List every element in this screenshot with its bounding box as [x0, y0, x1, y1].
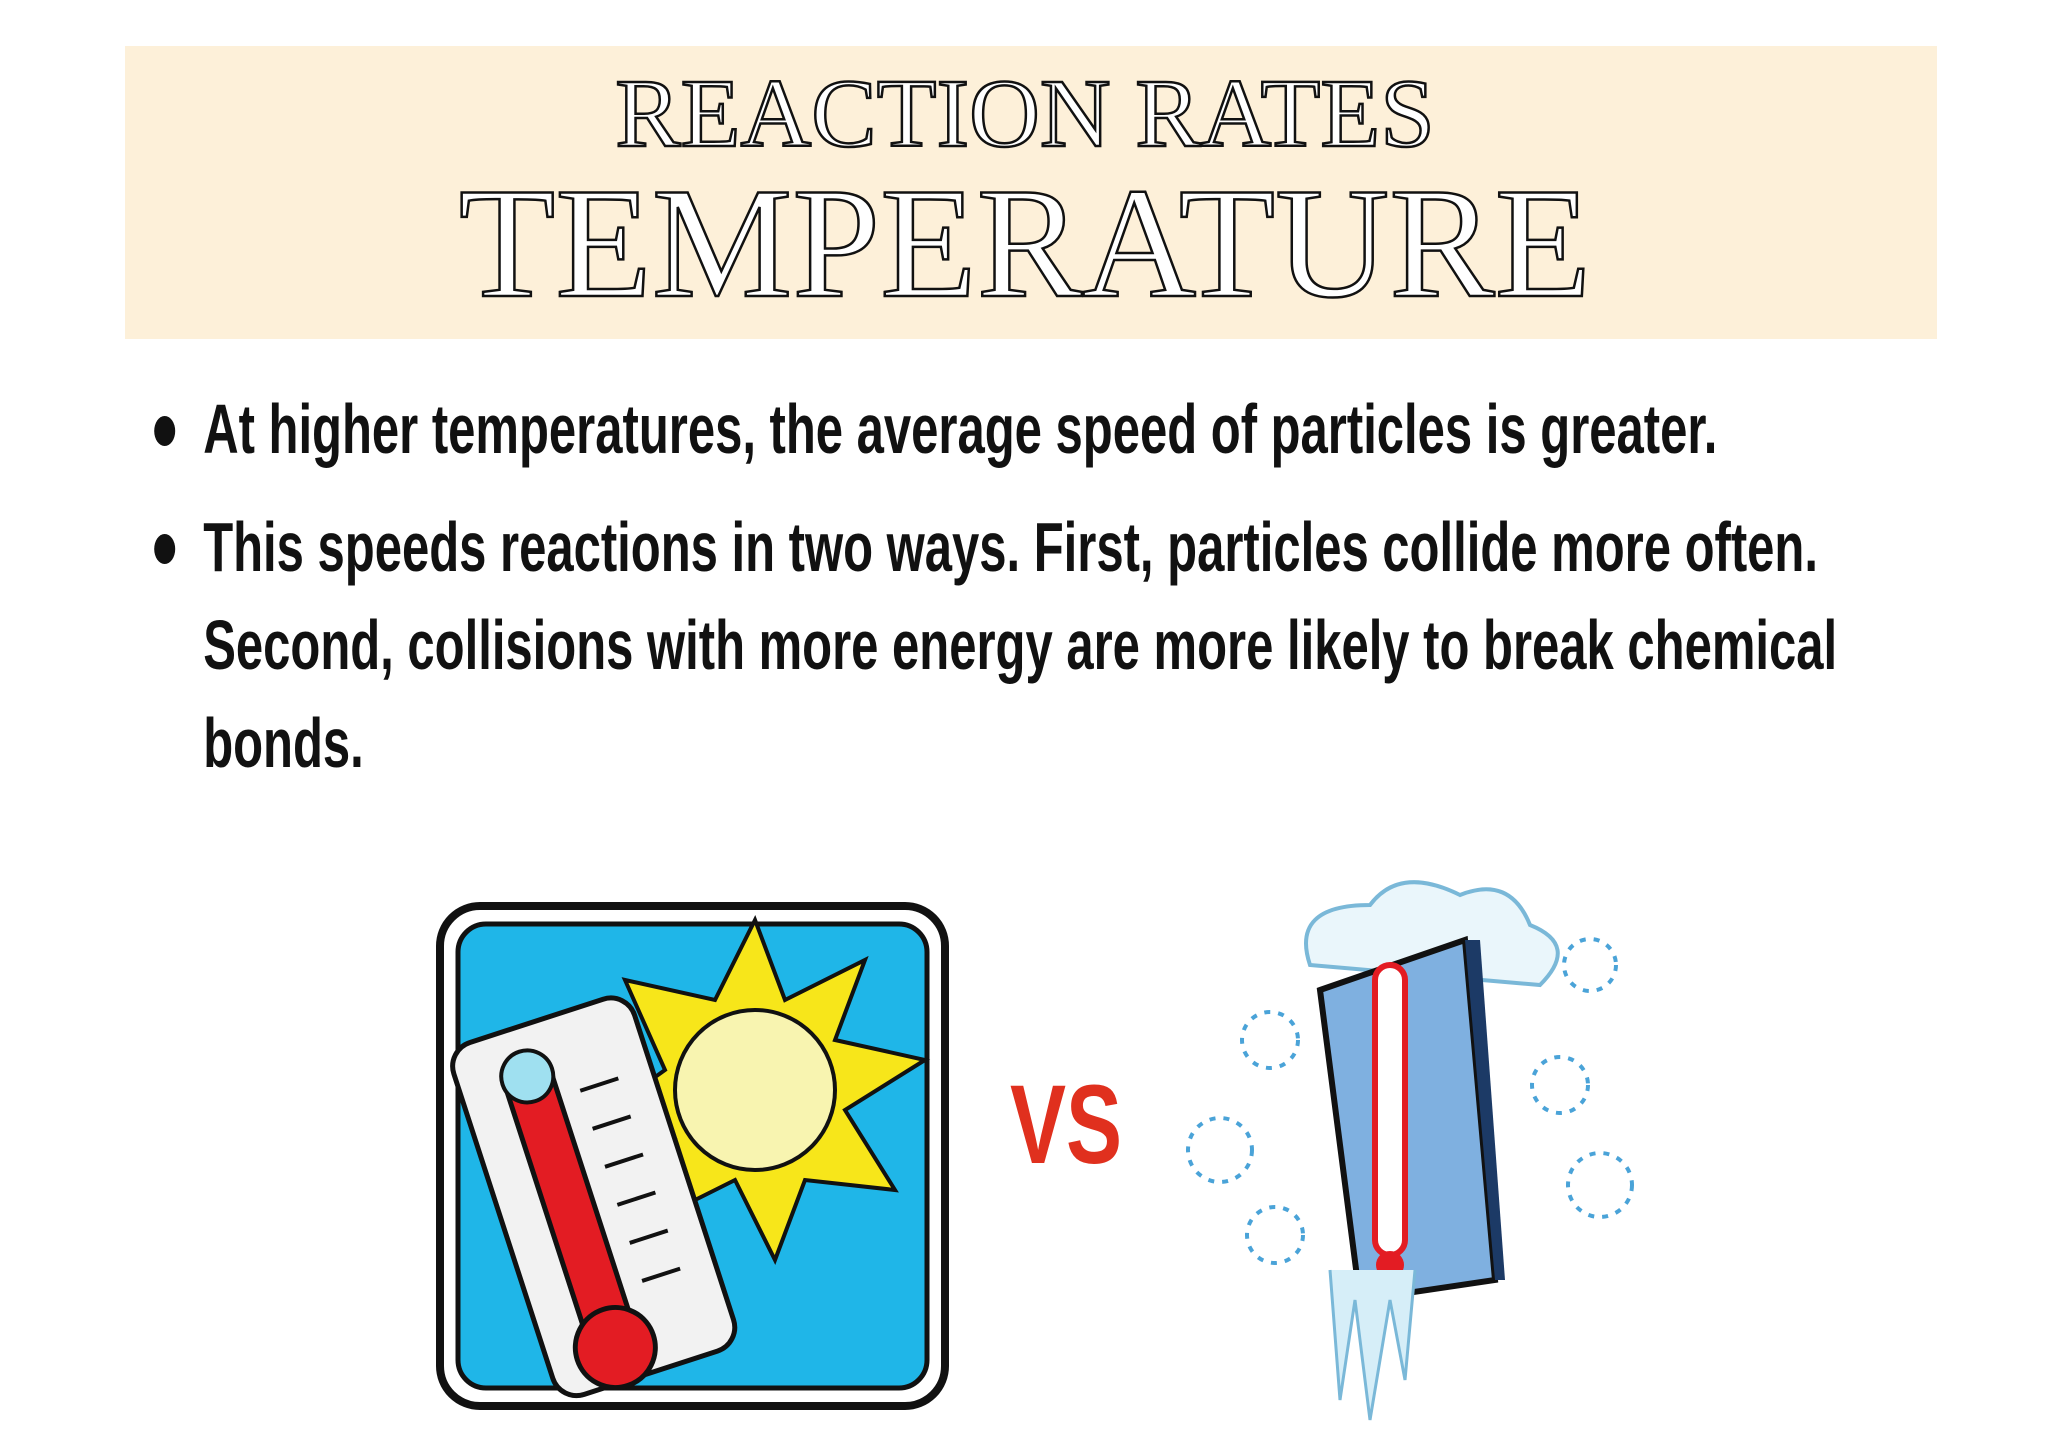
- bullet-list: At higher temperatures, the average spee…: [150, 380, 1872, 812]
- bullet: At higher temperatures, the average spee…: [150, 380, 1872, 478]
- comparison-label: VS: [1010, 1062, 1123, 1187]
- cold-illustration: [1186, 880, 1634, 1421]
- slide-title: REACTION RATES: [615, 60, 1434, 168]
- hot-illustration: [436, 902, 949, 1410]
- header-text: REACTION RATES TEMPERATURE: [458, 59, 1593, 333]
- slide-subtitle: TEMPERATURE: [459, 156, 1591, 331]
- header-banner: REACTION RATES TEMPERATURE: [125, 46, 1937, 339]
- bullet: This speeds reactions in two ways. First…: [150, 498, 1872, 792]
